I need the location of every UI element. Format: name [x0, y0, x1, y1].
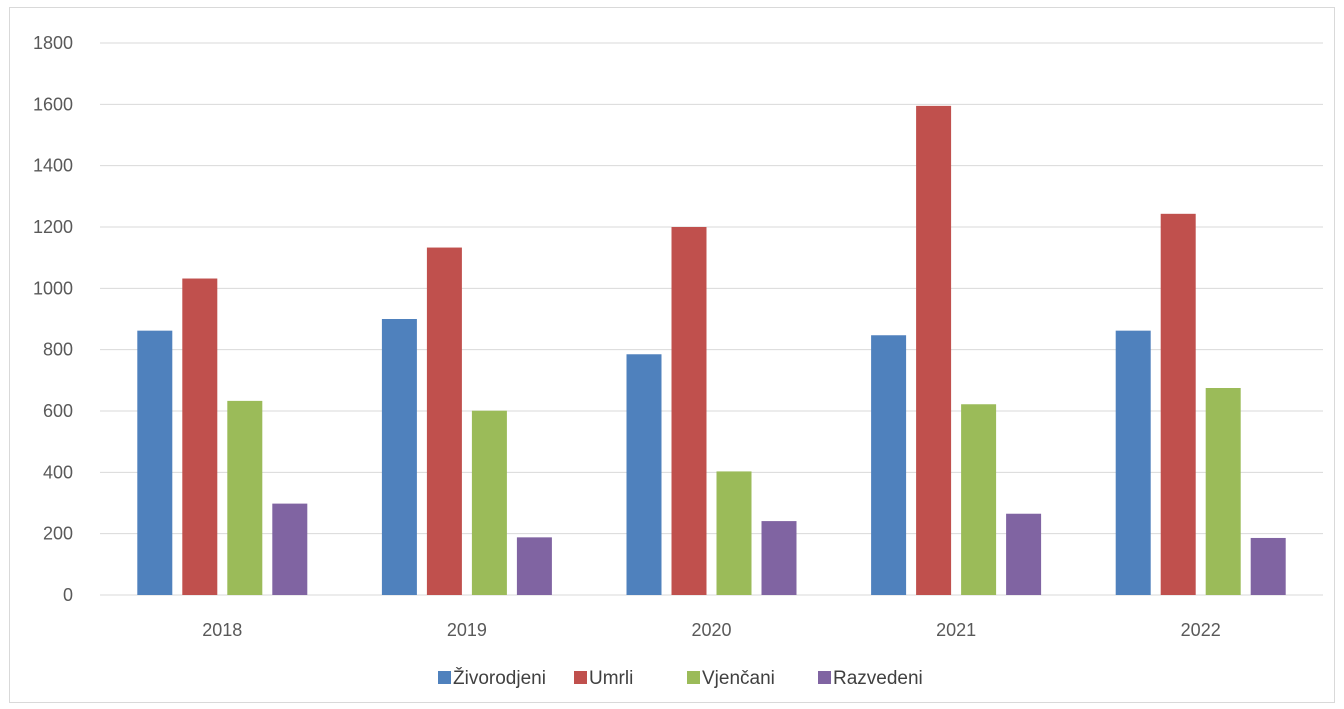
y-tick-label: 1600 [33, 94, 73, 114]
bar-razvedeni-2022 [1250, 537, 1286, 595]
bars [137, 105, 1286, 595]
legend-swatch [574, 671, 587, 684]
bar-vjenani-2018 [227, 400, 263, 595]
y-tick-label: 1000 [33, 278, 73, 298]
legend-item: Razvedeni [818, 668, 923, 689]
bar-vjenani-2020 [716, 471, 752, 595]
bar-umrli-2019 [426, 247, 462, 595]
legend-label: Vjenčani [702, 668, 775, 689]
legend-item: Umrli [574, 668, 633, 689]
x-tick-label: 2021 [936, 620, 976, 640]
y-tick-label: 800 [43, 340, 73, 360]
legend-label: Razvedeni [833, 668, 923, 689]
y-tick-label: 0 [63, 585, 73, 605]
bar-razvedeni-2021 [1006, 513, 1042, 595]
legend-label: Umrli [589, 668, 633, 689]
x-tick-label: 2018 [202, 620, 242, 640]
bar-umrli-2021 [916, 105, 952, 595]
legend-item: Vjenčani [687, 668, 775, 689]
y-tick-label: 1200 [33, 217, 73, 237]
bar-ivorodjeni-2018 [137, 330, 173, 595]
bar-vjenani-2019 [471, 410, 507, 595]
bar-umrli-2018 [182, 278, 218, 595]
bar-ivorodjeni-2021 [871, 335, 907, 595]
bar-vjenani-2021 [961, 404, 997, 595]
x-tick-label: 2020 [691, 620, 731, 640]
bar-ivorodjeni-2020 [626, 354, 662, 595]
y-tick-label: 600 [43, 401, 73, 421]
y-axis-tick-labels: 0 200 400 600 800 1000 1200 1400 1600 1800 [33, 33, 73, 605]
y-tick-label: 1800 [33, 33, 73, 53]
y-tick-label: 1400 [33, 156, 73, 176]
y-tick-label: 400 [43, 462, 73, 482]
legend-swatch [818, 671, 831, 684]
bar-razvedeni-2020 [761, 521, 797, 595]
x-tick-label: 2019 [447, 620, 487, 640]
legend-swatch [438, 671, 451, 684]
legend-swatch [687, 671, 700, 684]
x-axis-tick-labels: 2018 2019 2020 2021 2022 [202, 620, 1220, 640]
bar-ivorodjeni-2022 [1115, 330, 1151, 595]
x-tick-label: 2022 [1181, 620, 1221, 640]
bar-ivorodjeni-2019 [381, 319, 417, 595]
bar-umrli-2020 [671, 227, 707, 595]
legend-label: Živorodjeni [453, 667, 546, 689]
bar-vjenani-2022 [1205, 388, 1241, 595]
bar-razvedeni-2018 [272, 503, 308, 595]
legend: Živorodjeni Umrli Vjenčani Razvedeni [438, 667, 923, 689]
bar-umrli-2022 [1160, 213, 1196, 595]
y-tick-label: 200 [43, 524, 73, 544]
legend-item: Živorodjeni [438, 667, 546, 689]
bar-razvedeni-2019 [516, 537, 552, 595]
